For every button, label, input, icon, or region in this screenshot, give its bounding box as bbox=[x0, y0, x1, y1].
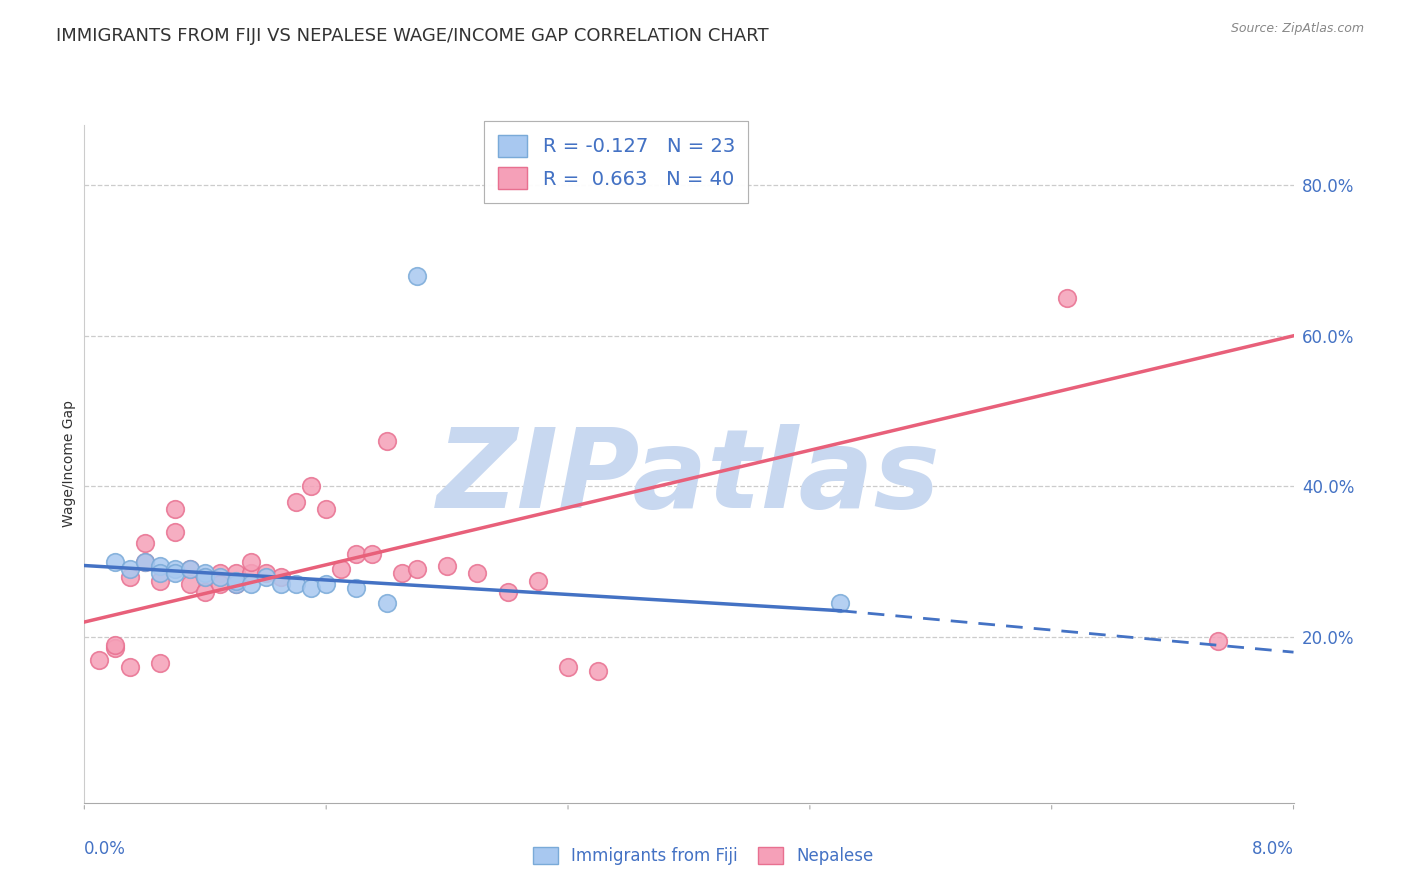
Point bbox=[209, 570, 232, 584]
Point bbox=[285, 577, 308, 591]
Point bbox=[299, 581, 322, 595]
Point bbox=[165, 566, 187, 580]
Point bbox=[406, 268, 429, 283]
Point bbox=[104, 641, 127, 656]
Point bbox=[527, 574, 550, 588]
Point bbox=[436, 558, 458, 573]
Point bbox=[209, 577, 232, 591]
Text: ZIPatlas: ZIPatlas bbox=[437, 424, 941, 531]
Text: Source: ZipAtlas.com: Source: ZipAtlas.com bbox=[1230, 22, 1364, 36]
Point bbox=[118, 660, 141, 674]
Point bbox=[165, 562, 187, 576]
Point bbox=[330, 562, 353, 576]
Point bbox=[165, 502, 187, 516]
Point bbox=[375, 596, 398, 610]
Point bbox=[194, 585, 217, 599]
Point bbox=[134, 536, 156, 550]
Point bbox=[225, 577, 247, 591]
Point bbox=[179, 562, 201, 576]
Point bbox=[406, 562, 429, 576]
Point bbox=[118, 570, 141, 584]
Point bbox=[391, 566, 413, 580]
Point bbox=[149, 566, 172, 580]
Point bbox=[467, 566, 489, 580]
Point bbox=[225, 566, 247, 580]
Point bbox=[194, 570, 217, 584]
Point bbox=[209, 566, 232, 580]
Point bbox=[270, 570, 292, 584]
Point bbox=[165, 524, 187, 539]
Point bbox=[134, 555, 156, 569]
Text: IMMIGRANTS FROM FIJI VS NEPALESE WAGE/INCOME GAP CORRELATION CHART: IMMIGRANTS FROM FIJI VS NEPALESE WAGE/IN… bbox=[56, 27, 769, 45]
Point bbox=[225, 574, 247, 588]
Point bbox=[315, 577, 337, 591]
Point bbox=[496, 585, 519, 599]
Point bbox=[179, 562, 201, 576]
Point bbox=[149, 558, 172, 573]
Legend: R = -0.127   N = 23, R =  0.663   N = 40: R = -0.127 N = 23, R = 0.663 N = 40 bbox=[484, 121, 748, 202]
Legend: Immigrants from Fiji, Nepalese: Immigrants from Fiji, Nepalese bbox=[523, 837, 883, 875]
Point bbox=[239, 555, 262, 569]
Point bbox=[588, 664, 610, 678]
Point bbox=[89, 653, 111, 667]
Point bbox=[149, 657, 172, 671]
Point bbox=[239, 577, 262, 591]
Text: 8.0%: 8.0% bbox=[1251, 839, 1294, 857]
Point bbox=[830, 596, 852, 610]
Point bbox=[179, 577, 201, 591]
Y-axis label: Wage/Income Gap: Wage/Income Gap bbox=[62, 401, 76, 527]
Point bbox=[254, 566, 277, 580]
Point bbox=[239, 566, 262, 580]
Point bbox=[225, 577, 247, 591]
Text: 0.0%: 0.0% bbox=[84, 839, 127, 857]
Point bbox=[254, 570, 277, 584]
Point bbox=[104, 555, 127, 569]
Point bbox=[346, 581, 368, 595]
Point bbox=[194, 566, 217, 580]
Point bbox=[557, 660, 579, 674]
Point bbox=[149, 574, 172, 588]
Point bbox=[194, 570, 217, 584]
Point bbox=[315, 502, 337, 516]
Point bbox=[1056, 291, 1078, 305]
Point bbox=[134, 555, 156, 569]
Point bbox=[118, 562, 141, 576]
Point bbox=[285, 494, 308, 508]
Point bbox=[375, 434, 398, 449]
Point bbox=[360, 547, 382, 561]
Point bbox=[104, 638, 127, 652]
Point bbox=[299, 479, 322, 493]
Point bbox=[1206, 633, 1229, 648]
Point bbox=[346, 547, 368, 561]
Point bbox=[270, 577, 292, 591]
